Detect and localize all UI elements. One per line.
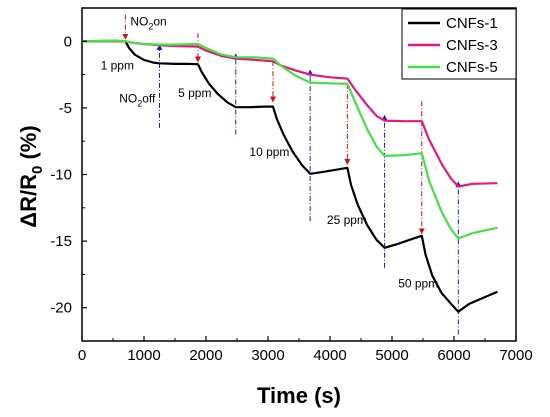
x-tick-label-3: 3000 bbox=[251, 347, 284, 364]
no2-on-label: NO2on bbox=[130, 14, 166, 31]
legend-label-2: CNFs-5 bbox=[446, 59, 498, 76]
x-tick-label-7: 7000 bbox=[499, 347, 532, 364]
x-axis-title: Time (s) bbox=[257, 383, 341, 408]
y-tick-label-4: -20 bbox=[50, 300, 72, 317]
y-axis-title-sub: 0 bbox=[29, 166, 46, 174]
y-axis-title-main: ΔR/R bbox=[16, 174, 41, 228]
y-axis-title-unit: (%) bbox=[16, 125, 41, 165]
legend-label-0: CNFs-1 bbox=[446, 15, 498, 32]
no2-off-label-rest: off bbox=[142, 92, 156, 106]
x-tick-label-4: 4000 bbox=[313, 347, 346, 364]
series-line-cnfs-5 bbox=[81, 39, 498, 240]
concentration-label-0: 1 ppm bbox=[101, 58, 134, 72]
x-tick-label-0: 0 bbox=[78, 347, 86, 364]
concentration-label-3: 25 ppm bbox=[327, 213, 367, 227]
no2-off-label: NO2off bbox=[119, 92, 156, 109]
no2-on-label-main: NO bbox=[130, 14, 148, 28]
x-tick-label-6: 6000 bbox=[437, 347, 470, 364]
y-tick-label-3: -15 bbox=[50, 233, 72, 250]
x-tick-label-2: 2000 bbox=[189, 347, 222, 364]
y-tick-label-0: 0 bbox=[64, 33, 72, 50]
no2-on-label-rest: on bbox=[153, 14, 166, 28]
y-tick-label-1: -5 bbox=[59, 100, 72, 117]
no2-off-label-sub: 2 bbox=[137, 99, 142, 109]
legend-label-1: CNFs-3 bbox=[446, 37, 498, 54]
x-tick-label-1: 1000 bbox=[127, 347, 160, 364]
no2-off-label-main: NO bbox=[119, 92, 137, 106]
y-tick-label-2: -10 bbox=[50, 167, 72, 184]
concentration-label-2: 10 ppm bbox=[249, 145, 289, 159]
series-lines bbox=[81, 39, 498, 313]
no2-on-label-sub: 2 bbox=[148, 21, 153, 31]
series-line-cnfs-1 bbox=[81, 39, 498, 313]
concentration-label-1: 5 ppm bbox=[178, 86, 211, 100]
x-tick-label-5: 5000 bbox=[375, 347, 408, 364]
legend: CNFs-1 CNFs-3 CNFs-5 bbox=[401, 8, 517, 80]
concentration-label-4: 50 ppm bbox=[398, 277, 438, 291]
axes: 0 1000 2000 3000 4000 5000 6000 7000 0 -5 -10 -15 -2… bbox=[16, 7, 533, 408]
y-axis-title: ΔR/R0 (%) bbox=[16, 125, 46, 227]
